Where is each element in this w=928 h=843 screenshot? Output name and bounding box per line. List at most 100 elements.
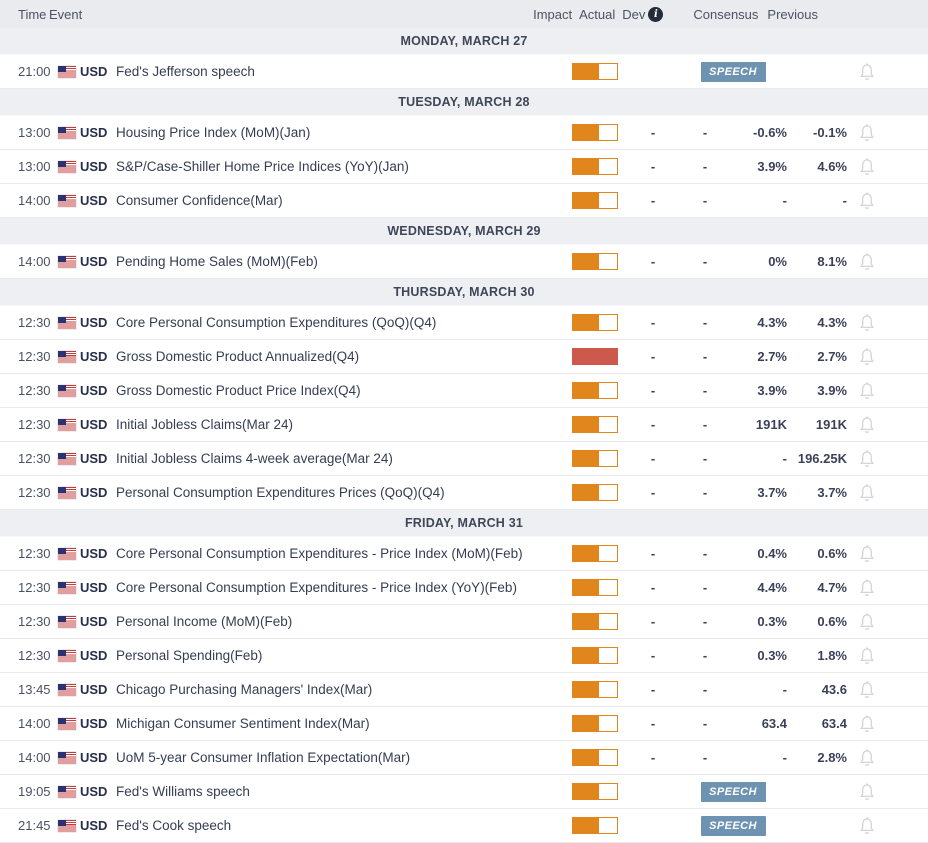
event-values: - - 4.3% 4.3% — [620, 315, 847, 330]
bell-notification-icon[interactable] — [847, 192, 887, 210]
bell-notification-icon[interactable] — [847, 63, 887, 81]
event-row[interactable]: 13:45 USD Chicago Purchasing Managers' I… — [0, 673, 928, 707]
event-name[interactable]: Housing Price Index (MoM)(Jan) — [116, 125, 311, 140]
event-row[interactable]: 12:30 USD Personal Consumption Expenditu… — [0, 476, 928, 510]
event-time: 12:30 — [18, 485, 51, 500]
event-row[interactable]: 12:30 USD Personal Spending(Feb) - - 0.3… — [0, 639, 928, 673]
event-name[interactable]: Gross Domestic Product Annualized(Q4) — [116, 349, 360, 364]
previous-value: 63.4 — [821, 716, 847, 731]
event-name[interactable]: Chicago Purchasing Managers' Index(Mar) — [116, 682, 373, 697]
currency-label: USD — [80, 546, 108, 561]
bell-notification-icon[interactable] — [847, 450, 887, 468]
event-time: 12:30 — [18, 349, 51, 364]
event-time: 13:00 — [18, 159, 51, 174]
event-values: SPEECH — [620, 815, 847, 836]
deviation-value: - — [702, 682, 708, 697]
event-row[interactable]: 12:30 USD Core Personal Consumption Expe… — [0, 306, 928, 340]
event-name[interactable]: Fed's Williams speech — [116, 784, 250, 799]
event-row[interactable]: 14:00 USD UoM 5-year Consumer Inflation … — [0, 741, 928, 775]
bell-notification-icon[interactable] — [847, 681, 887, 699]
bell-notification-icon[interactable] — [847, 545, 887, 563]
impact-indicator — [572, 63, 620, 80]
bell-notification-icon[interactable] — [847, 253, 887, 271]
currency-label: USD — [80, 159, 108, 174]
event-time: 12:30 — [18, 546, 51, 561]
bell-notification-icon[interactable] — [847, 715, 887, 733]
event-row[interactable]: 14:00 USD Pending Home Sales (MoM)(Feb) … — [0, 245, 928, 279]
impact-indicator — [572, 382, 620, 399]
actual-value: - — [650, 451, 656, 466]
event-row[interactable]: 14:00 USD Michigan Consumer Sentiment In… — [0, 707, 928, 741]
event-row[interactable]: 19:05 USD Fed's Williams speech SPEECH — [0, 775, 928, 809]
event-row[interactable]: 12:30 USD Initial Jobless Claims(Mar 24)… — [0, 408, 928, 442]
event-name[interactable]: Initial Jobless Claims(Mar 24) — [116, 417, 294, 432]
actual-value: - — [650, 648, 656, 663]
event-row[interactable]: 12:30 USD Core Personal Consumption Expe… — [0, 537, 928, 571]
event-values: - - 3.7% 3.7% — [620, 485, 847, 500]
event-row[interactable]: 21:00 USD Fed's Jefferson speech SPEECH — [0, 55, 928, 89]
bell-notification-icon[interactable] — [847, 817, 887, 835]
event-name[interactable]: Pending Home Sales (MoM)(Feb) — [116, 254, 318, 269]
actual-value: - — [650, 315, 656, 330]
bell-notification-icon[interactable] — [847, 348, 887, 366]
currency-label: USD — [80, 716, 108, 731]
event-name[interactable]: S&P/Case-Shiller Home Price Indices (YoY… — [116, 159, 409, 174]
bell-notification-icon[interactable] — [847, 749, 887, 767]
info-icon[interactable]: i — [648, 6, 664, 22]
event-row[interactable]: 21:45 USD Fed's Cook speech SPEECH — [0, 809, 928, 843]
event-row[interactable]: 13:00 USD Housing Price Index (MoM)(Jan)… — [0, 116, 928, 150]
event-name[interactable]: Personal Spending(Feb) — [116, 648, 263, 663]
impact-indicator — [572, 681, 620, 698]
consensus-value: 4.4% — [757, 580, 787, 595]
speech-badge-cell: SPEECH — [620, 61, 847, 82]
previous-value: 43.6 — [821, 682, 847, 697]
event-name[interactable]: Core Personal Consumption Expenditures -… — [116, 580, 517, 595]
previous-value: 2.8% — [817, 750, 847, 765]
impact-indicator — [572, 192, 620, 209]
consensus-value: 3.7% — [757, 485, 787, 500]
impact-indicator — [572, 484, 620, 501]
event-time: 21:00 — [18, 64, 51, 79]
previous-value: 2.7% — [817, 349, 847, 364]
bell-notification-icon[interactable] — [847, 484, 887, 502]
event-row[interactable]: 13:00 USD S&P/Case-Shiller Home Price In… — [0, 150, 928, 184]
event-name[interactable]: Personal Consumption Expenditures Prices… — [116, 485, 445, 500]
consensus-value: 0.3% — [757, 614, 787, 629]
deviation-value: - — [702, 159, 708, 174]
bell-notification-icon[interactable] — [847, 382, 887, 400]
currency-label: USD — [80, 750, 108, 765]
bell-notification-icon[interactable] — [847, 314, 887, 332]
bell-notification-icon[interactable] — [847, 579, 887, 597]
impact-indicator — [572, 158, 620, 175]
event-name[interactable]: Initial Jobless Claims 4-week average(Ma… — [116, 451, 393, 466]
bell-notification-icon[interactable] — [847, 158, 887, 176]
event-name[interactable]: Consumer Confidence(Mar) — [116, 193, 283, 208]
event-name[interactable]: UoM 5-year Consumer Inflation Expectatio… — [116, 750, 411, 765]
event-row[interactable]: 12:30 USD Gross Domestic Product Price I… — [0, 374, 928, 408]
event-row[interactable]: 12:30 USD Gross Domestic Product Annuali… — [0, 340, 928, 374]
event-name[interactable]: Personal Income (MoM)(Feb) — [116, 614, 293, 629]
bell-notification-icon[interactable] — [847, 613, 887, 631]
event-name[interactable]: Fed's Cook speech — [116, 818, 232, 833]
event-name[interactable]: Core Personal Consumption Expenditures -… — [116, 546, 523, 561]
event-row[interactable]: 14:00 USD Consumer Confidence(Mar) - - -… — [0, 184, 928, 218]
bell-notification-icon[interactable] — [847, 783, 887, 801]
speech-badge-cell: SPEECH — [620, 781, 847, 802]
event-time: 21:45 — [18, 818, 51, 833]
event-name[interactable]: Gross Domestic Product Price Index(Q4) — [116, 383, 361, 398]
event-name[interactable]: Core Personal Consumption Expenditures (… — [116, 315, 437, 330]
bell-notification-icon[interactable] — [847, 124, 887, 142]
event-values: - - 0.3% 1.8% — [620, 648, 847, 663]
event-row[interactable]: 12:30 USD Initial Jobless Claims 4-week … — [0, 442, 928, 476]
event-name[interactable]: Fed's Jefferson speech — [116, 64, 255, 79]
bell-notification-icon[interactable] — [847, 416, 887, 434]
previous-value: 191K — [815, 417, 847, 432]
event-name[interactable]: Michigan Consumer Sentiment Index(Mar) — [116, 716, 370, 731]
event-row[interactable]: 12:30 USD Personal Income (MoM)(Feb) - -… — [0, 605, 928, 639]
deviation-value: - — [702, 349, 708, 364]
event-values: - - 2.7% 2.7% — [620, 349, 847, 364]
deviation-value: - — [702, 125, 708, 140]
event-row[interactable]: 12:30 USD Core Personal Consumption Expe… — [0, 571, 928, 605]
bell-notification-icon[interactable] — [847, 647, 887, 665]
speech-badge: SPEECH — [701, 781, 766, 802]
